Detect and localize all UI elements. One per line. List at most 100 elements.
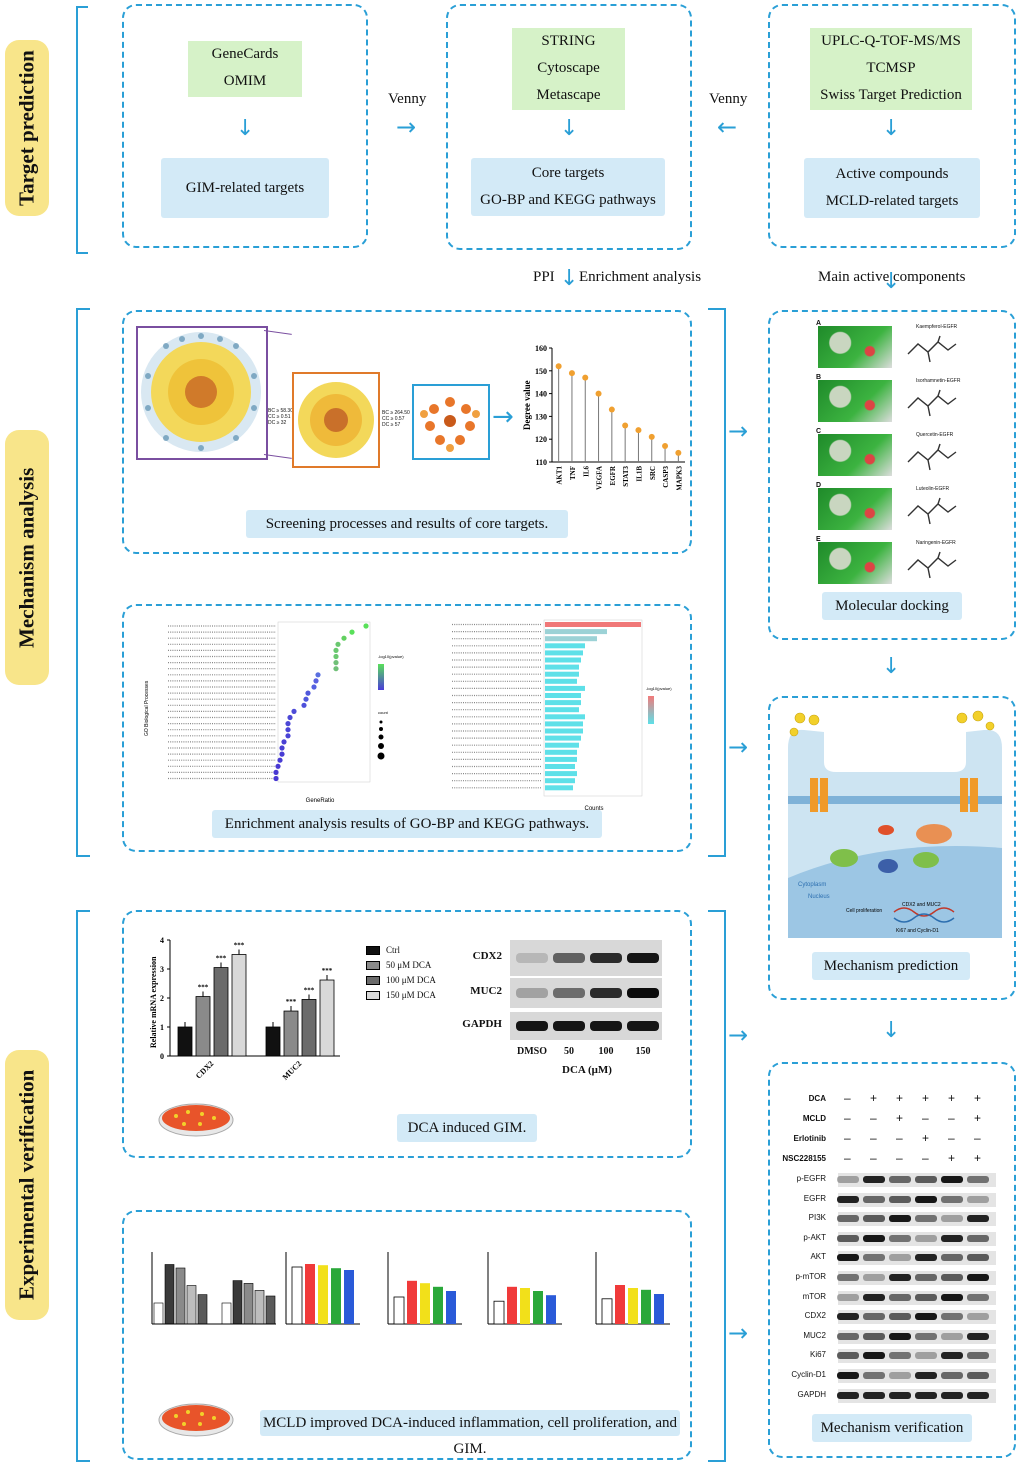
caption-mechanism-verification: Mechanism verification <box>812 1414 972 1442</box>
panel-mcld-targets <box>768 4 1016 248</box>
go-point <box>285 733 291 739</box>
wb-band-row <box>837 1173 996 1187</box>
wb-band-row <box>510 940 662 976</box>
wb-band <box>837 1195 859 1203</box>
legend-item: 100 μM DCA <box>366 974 436 987</box>
wb-band <box>590 988 622 998</box>
treatment-sign: – <box>948 1111 955 1125</box>
degree-xtick-label: AKT1 <box>556 466 564 485</box>
svg-text:Ki67 and Cyclin-D1: Ki67 and Cyclin-D1 <box>896 928 939 934</box>
treatment-sign: + <box>974 1111 982 1125</box>
wb-band <box>915 1293 937 1301</box>
svg-text:GeneRatio: GeneRatio <box>306 798 335 804</box>
wb-band <box>915 1352 937 1360</box>
wb-band <box>915 1195 937 1203</box>
criteria-2: BC ≥ 264.50 CC ≥ 0.57 DC ≥ 57 <box>382 410 410 428</box>
arrow-down-icon: ↓ <box>882 269 901 294</box>
legend-swatch <box>366 991 380 1000</box>
wb-band <box>915 1313 937 1321</box>
criteria-1: BC ≥ 58.30 CC ≥ 0.51 DC ≥ 32 <box>268 408 293 426</box>
wb-band-row <box>510 1012 662 1040</box>
wb-band-row <box>837 1310 996 1325</box>
petri-dish-icon <box>158 1403 234 1437</box>
ligand-structure <box>904 496 960 526</box>
degree-xtick-label: MAPK3 <box>675 466 683 490</box>
wb-band <box>915 1372 937 1379</box>
wb-band <box>941 1176 963 1183</box>
mini-bar <box>291 1266 303 1325</box>
ppi-network-core <box>420 397 480 452</box>
arrow-right-icon: → <box>396 113 417 141</box>
treatment-sign: + <box>870 1091 878 1105</box>
go-point <box>303 696 309 702</box>
kegg-bar <box>545 671 579 677</box>
mini-bar <box>601 1298 613 1325</box>
arrow-right-icon: → <box>728 733 749 761</box>
kegg-bar <box>545 756 577 762</box>
wb-band <box>941 1391 963 1399</box>
bracket-experiment <box>76 910 90 1462</box>
treatment-label: DCA <box>808 1094 826 1103</box>
svg-text:count: count <box>378 710 389 715</box>
degree-xtick-label: SRC <box>649 466 657 480</box>
degree-value-chart: Degree value 110 120 130 140 150 160 AKT1 TNF I… <box>522 344 685 490</box>
docking-pose <box>818 326 892 368</box>
docking-letter: E <box>816 536 821 543</box>
significance-mark: *** <box>322 967 333 975</box>
caption-mcld-improved: MCLD improved DCA-induced inflammation, … <box>260 1410 680 1457</box>
go-point <box>333 653 339 660</box>
wb-row-label: p-EGFR <box>796 1174 826 1183</box>
panel-dca-gim <box>122 910 692 1158</box>
wb-band <box>889 1274 911 1281</box>
significance-mark: *** <box>216 955 227 963</box>
wb-band <box>941 1372 963 1379</box>
wb-band <box>941 1332 963 1340</box>
kegg-bar <box>545 749 577 755</box>
svg-text:Cytoplasm: Cytoplasm <box>798 882 826 888</box>
wb-band <box>915 1391 937 1399</box>
kegg-bar <box>545 636 597 642</box>
go-point <box>291 708 297 714</box>
wb-band <box>863 1372 885 1379</box>
degree-ytick-label: 150 <box>535 367 547 376</box>
degree-xtick-label: CASP3 <box>662 466 670 488</box>
degree-point <box>675 449 682 456</box>
kegg-barplot: Counts -log10(pvalue) <box>452 619 672 812</box>
kegg-bar <box>545 771 577 777</box>
caption-core-screening: Screening processes and results of core … <box>246 510 568 538</box>
docking-label: Quercetin-EGFR <box>916 432 954 438</box>
treatment-sign: + <box>948 1091 956 1105</box>
wb-row-label: AKT <box>810 1252 826 1262</box>
arrow-down-icon: ↓ <box>560 266 579 291</box>
wb-band <box>837 1332 859 1340</box>
stage-experimental-verification: Experimental verification <box>5 1050 49 1320</box>
wb-row-label: CDX2 <box>804 1311 826 1321</box>
wb-band <box>941 1234 963 1242</box>
kegg-bar <box>545 657 581 663</box>
wb-band <box>590 1021 622 1031</box>
wb-band <box>837 1391 859 1399</box>
wb-row-label: GAPDH <box>797 1389 826 1399</box>
stage-target-prediction: Target prediction <box>5 40 49 216</box>
wb-row-label: MUC2 <box>470 985 502 997</box>
kegg-bar <box>545 643 585 649</box>
bracket-target <box>76 6 88 254</box>
panel-enrichment <box>122 604 692 852</box>
wb-band <box>863 1391 885 1399</box>
mini-bar <box>654 1294 664 1324</box>
degree-ytick-label: 110 <box>535 458 547 467</box>
degree-xtick-label: VEGFA <box>596 466 604 490</box>
degree-xtick-label: EGFR <box>609 465 617 485</box>
treatment-sign: + <box>922 1091 930 1105</box>
wb-band <box>863 1313 885 1321</box>
mini-bar <box>175 1267 186 1325</box>
panel-core-screening <box>122 310 692 554</box>
kegg-bar <box>545 721 583 727</box>
wb-band <box>863 1293 885 1301</box>
go-point <box>335 641 341 647</box>
significance-mark: *** <box>234 942 245 950</box>
docking-label: Luteolin-EGFR <box>916 486 950 492</box>
go-point <box>363 623 369 629</box>
go-point <box>333 660 339 666</box>
wb-band <box>889 1372 911 1379</box>
